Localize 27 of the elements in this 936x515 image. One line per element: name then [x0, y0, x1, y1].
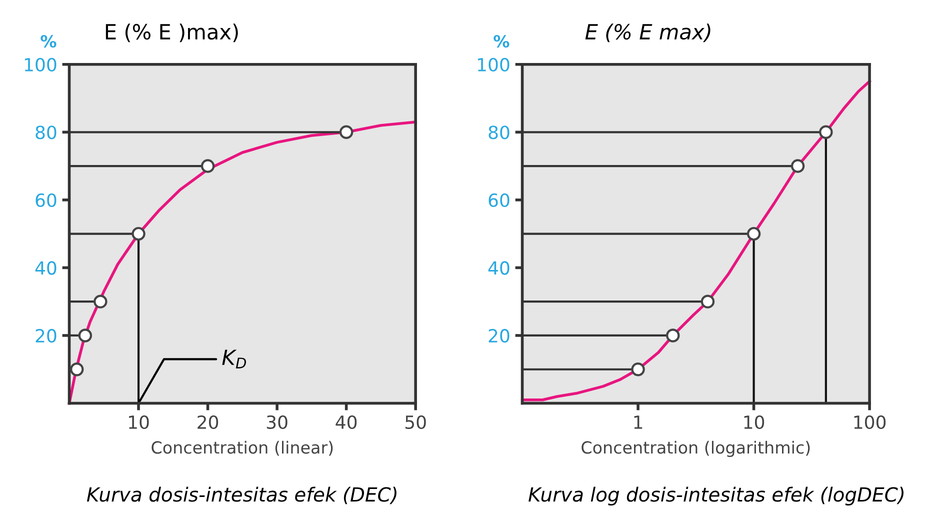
x-tick-label: 100	[854, 415, 886, 430]
x-tick-label: 40	[336, 415, 357, 430]
y-axis-title: %	[40, 34, 56, 48]
chart-title: E (% E )max)	[106, 24, 238, 42]
chart-title: E (% E max)	[585, 24, 710, 42]
y-tick-label: 100	[478, 58, 510, 72]
x-tick-label: 50	[405, 415, 426, 430]
y-tick-label: 60	[36, 193, 56, 208]
y-tick-label: 80	[488, 126, 510, 140]
y-tick-label: 80	[36, 126, 56, 140]
y-tick-label: 60	[488, 193, 510, 208]
y-tick-label: 20	[36, 328, 56, 343]
text: Kurva dosis-intesitas efek (DEC)	[86, 486, 396, 504]
y-tick-label: 40	[35, 261, 56, 275]
x-axis-title: Concentration (logarithmic)	[582, 440, 810, 457]
annotation: K$_{D}$	[222, 350, 246, 368]
y-tick-label: 100	[24, 58, 56, 72]
text: Kurva log dosis-intesitas efek (logDEC)	[528, 486, 904, 506]
x-tick-label: 10	[744, 415, 764, 430]
y-axis-title: %	[494, 34, 510, 48]
y-tick-label: 20	[488, 328, 510, 343]
x-axis-title: Concentration (linear)	[152, 440, 333, 456]
x-tick-label: 20	[198, 415, 218, 430]
x-tick-label: 1	[634, 416, 642, 429]
x-tick-label: 10	[129, 415, 149, 430]
y-tick-label: 40	[488, 261, 510, 275]
x-tick-label: 30	[266, 415, 288, 430]
